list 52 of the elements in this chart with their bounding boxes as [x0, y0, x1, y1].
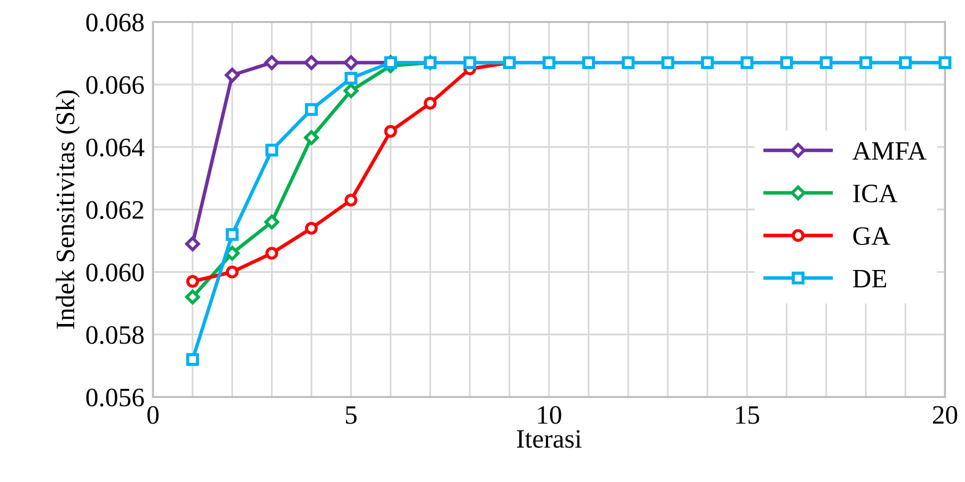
point [224, 246, 240, 261]
y-axis-title: Indek Sensitivitas (Sk) [56, 90, 80, 329]
point [859, 56, 872, 70]
point [344, 55, 358, 70]
point [304, 55, 319, 70]
point [186, 353, 199, 366]
point [305, 103, 318, 116]
point [264, 214, 280, 230]
x-axis-title: Iterasi [516, 430, 582, 448]
point [304, 130, 319, 146]
legend-label: GA [853, 227, 890, 245]
point [542, 56, 556, 70]
point [344, 72, 358, 85]
y-tick-label: 0.068 [86, 14, 144, 32]
point [264, 55, 280, 70]
point [344, 83, 358, 98]
point [701, 56, 714, 70]
legend-label: AMFA [852, 142, 926, 160]
x-tick-label: 10 [538, 406, 562, 424]
point [344, 194, 358, 207]
point [899, 56, 912, 70]
legend-label: ICA [853, 184, 898, 202]
point [424, 96, 437, 110]
y-tick-label: 0.058 [86, 326, 144, 344]
point [820, 56, 833, 70]
y-tick-label: 0.062 [86, 201, 144, 220]
point [185, 236, 200, 252]
point [226, 266, 239, 278]
point [226, 228, 239, 241]
legend-label: DE [852, 270, 886, 288]
x-tick-label: 5 [346, 406, 357, 424]
y-tick-label: 0.060 [86, 264, 144, 282]
point [384, 124, 397, 138]
y-tick-label: 0.056 [86, 388, 144, 407]
point [224, 68, 240, 83]
point [582, 56, 595, 70]
x-tick-label: 0 [147, 406, 159, 424]
point [661, 56, 674, 70]
point [780, 56, 793, 70]
point [740, 56, 754, 70]
point [305, 222, 318, 235]
point [938, 56, 952, 70]
point [186, 274, 199, 288]
point [622, 56, 635, 70]
x-tick-label: 15 [736, 406, 760, 424]
point [185, 290, 200, 304]
point [463, 56, 476, 70]
y-tick-label: 0.066 [86, 76, 144, 94]
x-tick-label: 20 [932, 406, 958, 424]
point [265, 144, 278, 157]
point [265, 246, 278, 260]
y-tick-label: 0.064 [86, 138, 144, 157]
